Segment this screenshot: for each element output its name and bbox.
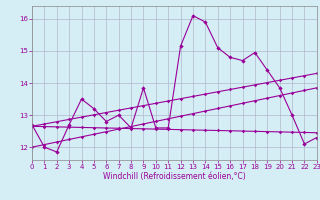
X-axis label: Windchill (Refroidissement éolien,°C): Windchill (Refroidissement éolien,°C) (103, 172, 246, 181)
